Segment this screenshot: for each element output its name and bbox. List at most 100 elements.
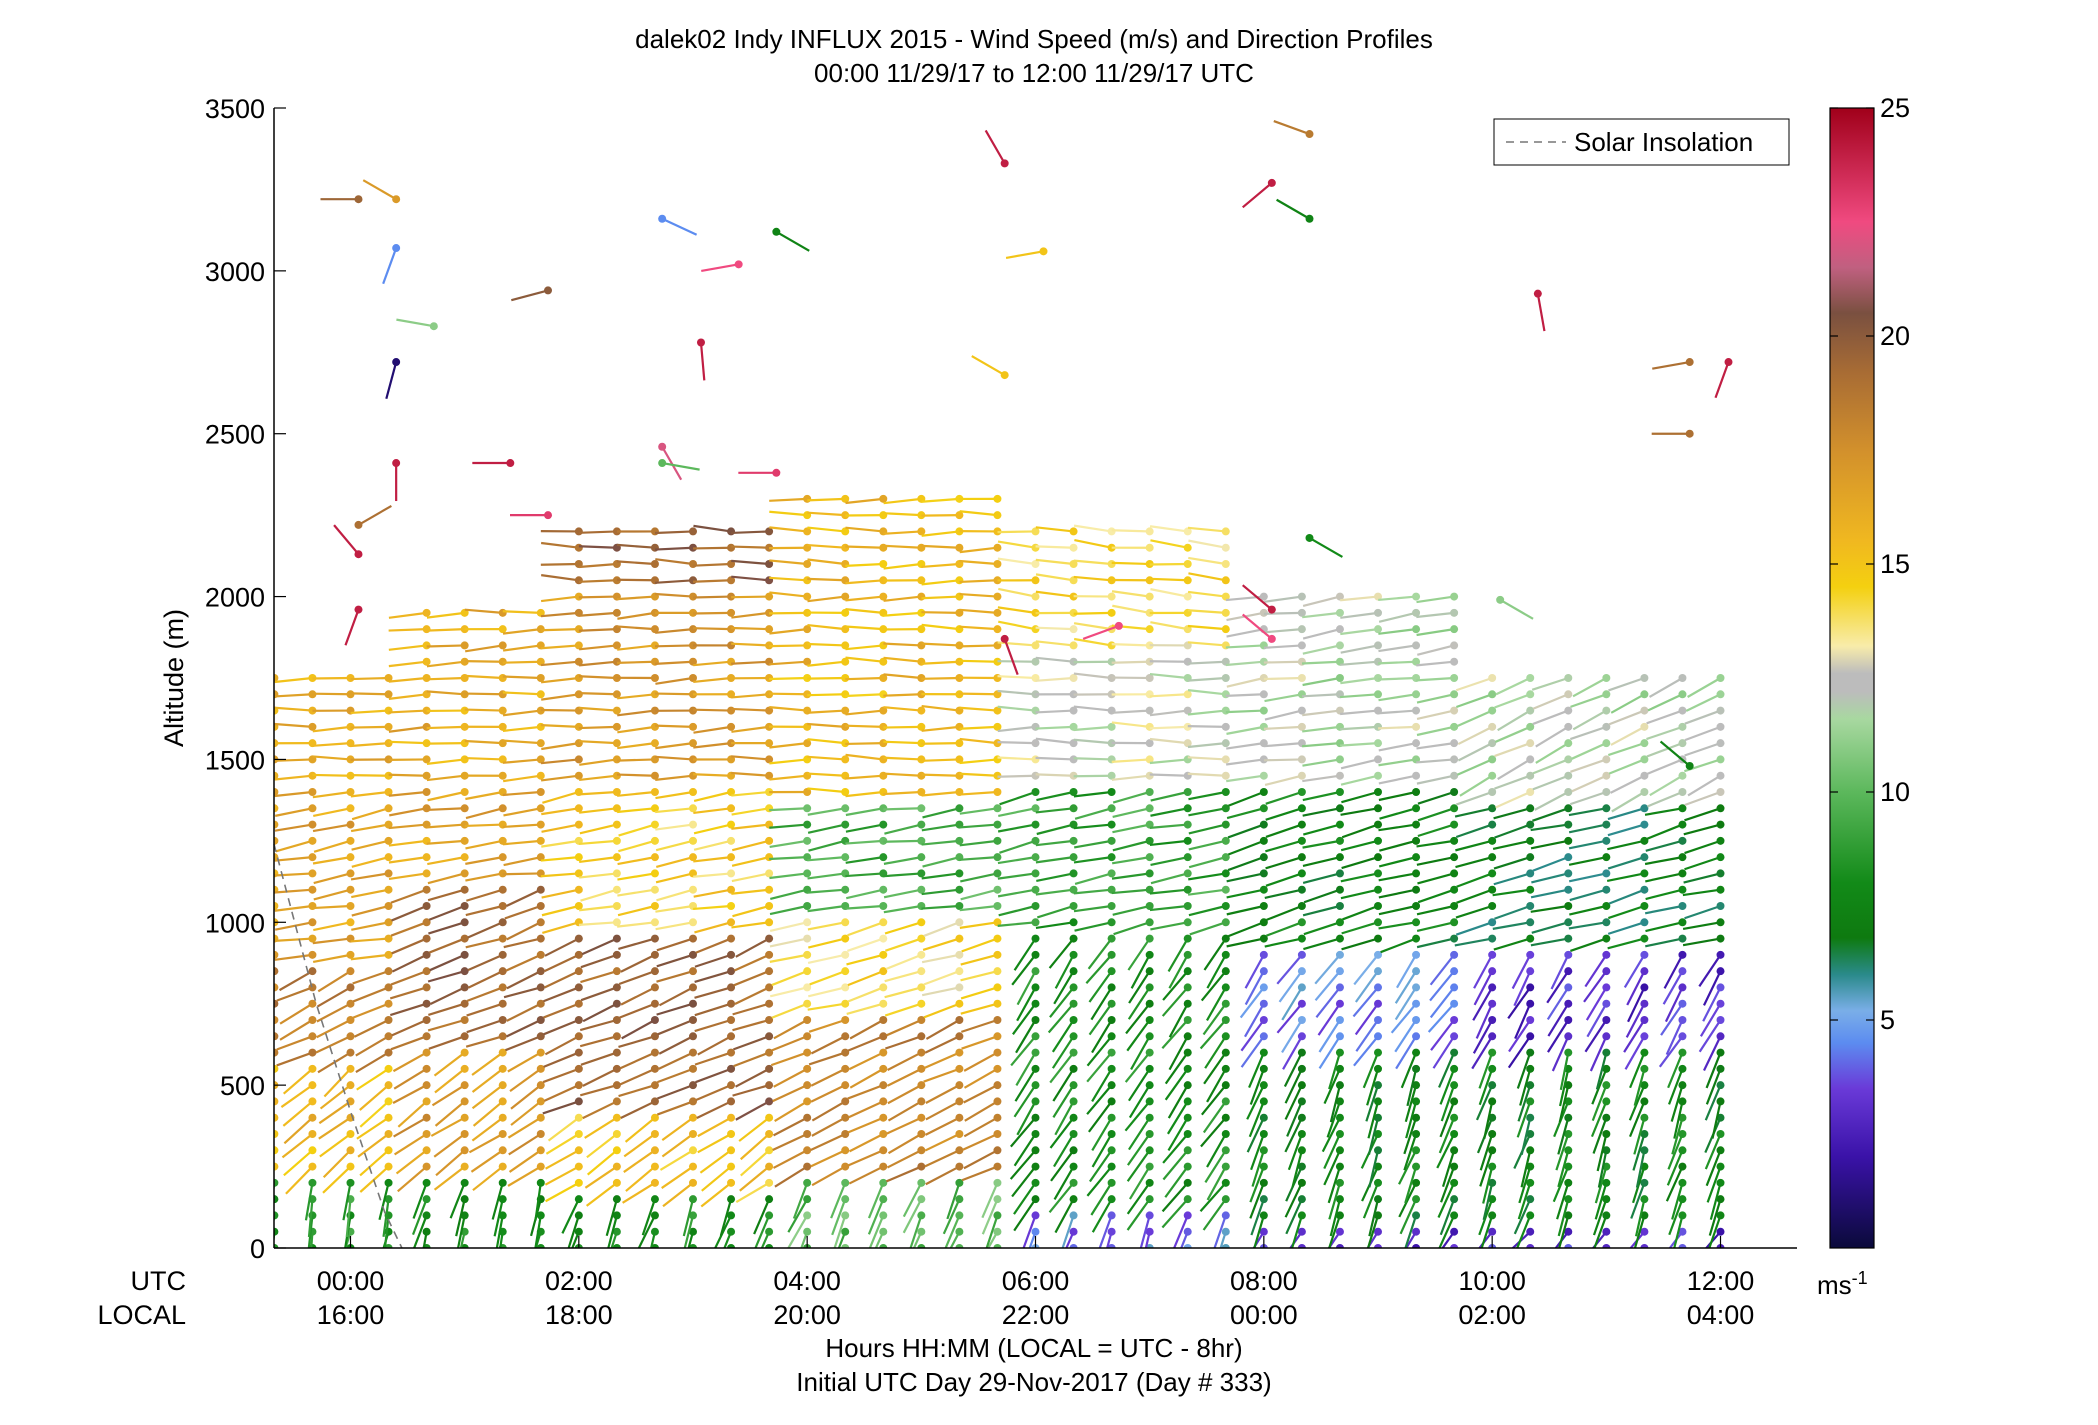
wind-barb-seg16-19-dot: [917, 1178, 926, 1187]
wind-barb-seg17-19-dot: [841, 1016, 850, 1024]
wind-barb-seg22-57-dot: [1145, 1097, 1154, 1106]
wind-barb-seg16-24-dot: [955, 1178, 964, 1187]
wind-barb-seg7-20: [465, 1032, 507, 1048]
wind-barb-seg25-25-dot: [1145, 625, 1154, 634]
wind-barb-seg13-10: [579, 902, 621, 912]
wind-barb-seg20-41-stick: [845, 742, 884, 746]
wind-barb-seg9-14-dot: [460, 722, 469, 731]
wind-barb-seg8-15-stick: [464, 823, 503, 828]
wind-barb-seg10-23: [753, 1195, 774, 1235]
wind-barb-seg28-3-dot: [1259, 983, 1268, 992]
wind-barb-seg19-11-stick: [808, 839, 846, 852]
wind-barb-seg30-19-stick: [1263, 660, 1302, 664]
wind-barb-seg22-45: [1091, 1016, 1116, 1054]
wind-barb-seg17-32: [887, 1130, 926, 1155]
wind-barb-seg16-27-stick: [985, 1215, 999, 1248]
wind-barb-seg16-7-dot: [841, 1211, 850, 1220]
wind-barb-seg6-2-stick: [394, 1133, 428, 1156]
wind-barb-seg21-5-stick: [1061, 1215, 1075, 1248]
wind-barb-seg22-48-dot: [1107, 967, 1116, 976]
wind-barb-seg18-3: [769, 950, 812, 963]
wind-barb-seg22-61: [1130, 1032, 1154, 1070]
wind-barb-seg13-38: [693, 885, 736, 898]
wind-barb-seg3-21: [274, 788, 317, 798]
wind-barb-seg0-3: [274, 1195, 279, 1205]
wind-barb-seg2-23-stick: [352, 970, 389, 985]
wind-barb-seg12-1-dot: [574, 1081, 583, 1090]
wind-barb-seg20-17-stick: [769, 510, 808, 517]
wind-barb-seg12-15-dot: [612, 1032, 621, 1041]
wind-barb-seg8-16: [465, 804, 507, 820]
wind-barb-seg20-90-stick: [921, 562, 960, 569]
wind-barb-seg33-34-dot: [1678, 967, 1687, 976]
wind-barb-seg3-15-dot: [308, 885, 317, 894]
wind-barb-seg22-38-stick: [1091, 1133, 1113, 1168]
wind-barb-seg10-23-stick: [753, 1198, 771, 1235]
wind-barb-seg3-30: [312, 820, 355, 833]
wind-barb-seg11-17-stick: [659, 1149, 694, 1171]
wind-barb-seg22-66: [1130, 950, 1154, 989]
wind-barb-seg19-10-dot: [841, 853, 850, 862]
wind-barb-seg14-1-dot: [574, 755, 583, 764]
wind-barb-seg21-6-dot: [1107, 1244, 1116, 1248]
wind-barb-seg20-69-dot: [917, 592, 926, 601]
wind-barb-seg2-2: [274, 1016, 279, 1024]
wind-barb-seg8-23-stick: [502, 790, 541, 797]
wind-barb-seg29-24-dot: [1335, 869, 1344, 878]
wind-barb-seg12-23: [618, 1081, 659, 1098]
wind-barb-seg16-10-dot: [879, 1244, 888, 1248]
wind-barb-seg22-42-dot: [1107, 1064, 1116, 1073]
wind-barb-seg1-21-dot: [384, 1162, 393, 1171]
wind-barb-seg18-12-stick: [846, 1002, 884, 1016]
wind-barb-seg23-6-dot: [1031, 820, 1040, 829]
wind-barb-seg12-0-stick: [542, 1100, 580, 1115]
wind-barb-seg9-1: [388, 755, 431, 764]
wind-barb-seg22-0-dot: [1031, 1195, 1040, 1204]
wind-barb-seg20-70-dot: [917, 576, 926, 585]
wind-barb-seg14-46-dot: [688, 608, 697, 617]
wind-barb-seg20-68-dot: [917, 608, 926, 617]
wind-barb-seg33-23-dot: [1602, 950, 1611, 959]
wind-barb-seg34-4-dot: [1488, 869, 1497, 878]
wind-barb-seg3-25-stick: [312, 904, 351, 910]
wind-barb-seg14-71-stick: [731, 595, 770, 599]
wind-barb-seg6-20: [472, 1097, 507, 1127]
wind-barb-seg12-35-dot: [688, 1064, 697, 1073]
wind-barb-seg31-3-dot: [1526, 1227, 1535, 1236]
wind-barb-seg3-20-stick: [274, 807, 313, 817]
wind-barb-seg13-22-dot: [650, 853, 659, 862]
wind-barb-seg22-91-dot: [1221, 1097, 1230, 1106]
wind-barb-seg24-14-dot: [1069, 674, 1078, 682]
wind-barb-seg20-106-stick: [959, 608, 998, 614]
wind-barb-seg19-2: [769, 869, 812, 880]
wind-barb-seg22-100-dot: [1221, 950, 1230, 959]
wind-barb-seg35-50-dot: [1716, 755, 1725, 764]
wind-barb-seg7-17-stick: [428, 921, 465, 935]
wind-barb-seg17-13-dot: [841, 1113, 850, 1122]
wind-barb-seg29-28-dot: [1335, 804, 1344, 813]
wind-barb-seg22-50-stick: [1087, 937, 1113, 970]
wind-barb-seg13-2: [541, 885, 583, 899]
wind-barb-seg22-10: [1010, 1032, 1040, 1067]
wind-barb-seg17-35: [887, 1081, 926, 1105]
wind-barb-seg13-15-stick: [579, 823, 618, 835]
wind-barb-seg19-12-stick: [807, 823, 846, 834]
wind-barb-seg18-21-stick: [885, 953, 922, 971]
wind-barb-seg12-51-stick: [694, 986, 732, 999]
wind-barb-seg27-57-dot: [1450, 1178, 1459, 1187]
wind-barb-seg20-93: [921, 511, 964, 520]
wind-barb-seg7-39-stick: [505, 888, 542, 907]
wind-barb-seg3-36-dot: [384, 902, 393, 910]
wind-barb-seg20-37-dot: [841, 494, 850, 503]
wind-barb-seg34-36-dot: [1640, 934, 1649, 943]
wind-barb-seg18-8-dot: [841, 967, 850, 976]
wind-barb-seg30-69-dot: [1450, 625, 1459, 634]
wind-barb-seg17-17-stick: [808, 1051, 846, 1066]
wind-barb-seg15-20-stick: [731, 575, 770, 582]
wind-barb-seg20-60-stick: [883, 740, 922, 745]
wind-barb-seg5-7-stick: [456, 1215, 466, 1248]
wind-barb-seg12-52-dot: [727, 967, 736, 976]
wind-barb-seg12-7-stick: [543, 986, 580, 1003]
wind-barb-seg19-30: [921, 869, 964, 880]
wind-barb-seg22-62-dot: [1145, 1016, 1154, 1024]
